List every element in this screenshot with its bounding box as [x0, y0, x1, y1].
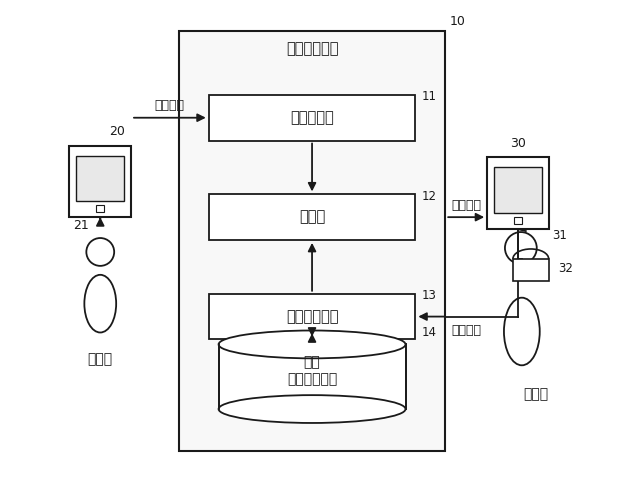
Text: 行先情報: 行先情報 [155, 99, 185, 112]
Text: 13: 13 [421, 289, 436, 302]
Bar [494, 168, 541, 213]
Text: 32: 32 [559, 262, 573, 275]
Text: データ処理部: データ処理部 [286, 309, 339, 324]
Text: 行先情報: 行先情報 [451, 199, 481, 212]
Text: 地図
データベース: 地図 データベース [287, 356, 337, 386]
Circle shape [86, 238, 114, 266]
Ellipse shape [219, 395, 406, 423]
Text: 21: 21 [74, 219, 89, 232]
Bar [513, 259, 548, 281]
Bar [76, 155, 124, 201]
Text: 30: 30 [510, 137, 526, 150]
Ellipse shape [219, 331, 406, 358]
Text: 10: 10 [449, 15, 465, 28]
Bar [179, 31, 445, 451]
Bar [487, 157, 548, 229]
Text: 情報取得部: 情報取得部 [290, 110, 334, 125]
Bar [209, 194, 415, 240]
Text: ユーザ: ユーザ [88, 352, 113, 366]
Text: 座標情報: 座標情報 [451, 324, 481, 337]
Ellipse shape [504, 298, 540, 365]
Text: 送信部: 送信部 [299, 209, 325, 225]
Bar [209, 294, 415, 339]
Ellipse shape [84, 275, 116, 333]
Text: 案内人: 案内人 [523, 387, 548, 401]
Bar [219, 344, 406, 409]
Text: 14: 14 [421, 326, 436, 339]
Text: 31: 31 [553, 228, 568, 242]
Text: 12: 12 [421, 190, 436, 203]
Bar [514, 217, 522, 224]
Bar [96, 205, 104, 212]
Text: 案内支援装置: 案内支援装置 [286, 41, 339, 56]
Text: 20: 20 [109, 125, 125, 138]
Bar [219, 344, 406, 409]
Bar [69, 146, 131, 217]
Circle shape [505, 232, 537, 264]
Text: 11: 11 [421, 91, 436, 103]
Bar [209, 95, 415, 141]
